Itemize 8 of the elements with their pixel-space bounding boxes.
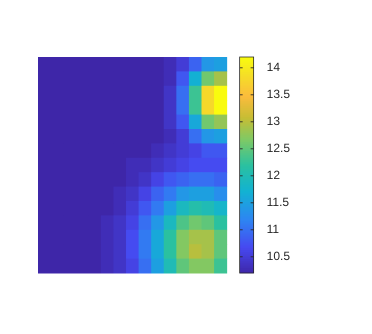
color-bar-label: 11 <box>266 222 280 236</box>
color-bar-label: 13.5 <box>266 87 290 102</box>
color-bar-label: 10.5 <box>266 249 290 264</box>
color-bar-label: 13 <box>266 114 280 128</box>
color-bar-label: 12 <box>266 168 280 182</box>
color-bar-label: 12.5 <box>266 141 290 156</box>
color-bar-label: 11.5 <box>266 195 290 210</box>
color-bar-label: 14 <box>266 60 280 74</box>
